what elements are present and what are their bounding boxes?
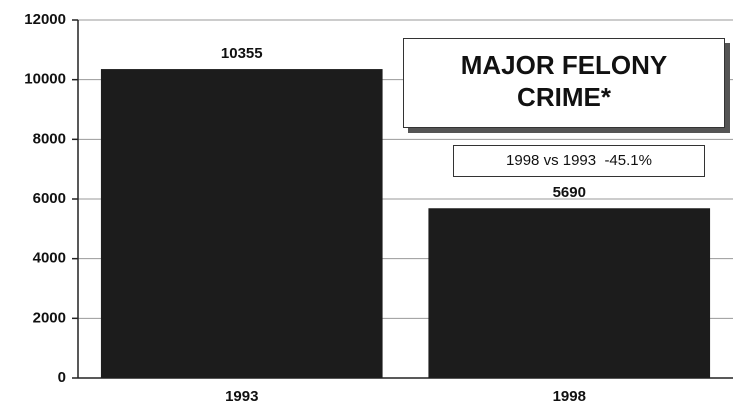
y-tick-label: 6000 <box>33 190 66 207</box>
y-tick-label: 8000 <box>33 130 66 147</box>
y-tick-label: 12000 <box>24 11 66 28</box>
x-tick-label: 1993 <box>225 388 258 405</box>
annotation: 1998 vs 1993 -45.1% <box>453 145 705 177</box>
y-tick-label: 10000 <box>24 71 66 88</box>
chart-title: MAJOR FELONY CRIME* <box>403 38 725 128</box>
data-label: 5690 <box>553 184 586 201</box>
data-label: 10355 <box>221 45 263 62</box>
x-tick-label: 1998 <box>553 388 586 405</box>
y-tick-label: 4000 <box>33 250 66 267</box>
y-tick-label: 2000 <box>33 309 66 326</box>
bar <box>428 208 711 378</box>
bar <box>100 69 383 378</box>
y-tick-label: 0 <box>58 369 66 386</box>
